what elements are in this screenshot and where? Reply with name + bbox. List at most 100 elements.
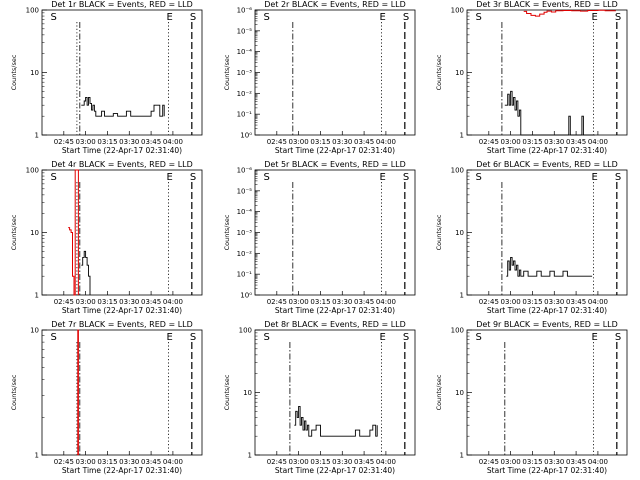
x-axis-label: Start Time (22-Apr-17 02:31:40)	[62, 306, 182, 315]
y-tick-label: 1	[35, 292, 39, 300]
y-tick-label: 10	[30, 229, 39, 237]
x-tick-label: 03:15	[97, 138, 117, 146]
x-tick-label: 03:30	[119, 458, 139, 466]
y-tick-label: 10	[30, 327, 39, 335]
panel-det-1: Det 1r BLACK = Events, RED = LLD 1 10 100 Co…	[10, 0, 203, 155]
x-tick-label: 04:00	[376, 138, 396, 146]
y-tick-label: 10⁻³	[237, 229, 253, 237]
y-tick-label: 100	[239, 327, 252, 335]
y-tick-label: 1	[460, 452, 464, 460]
plot-frame	[41, 329, 203, 456]
events-series	[506, 256, 593, 277]
x-tick-label: 03:30	[544, 138, 564, 146]
x-tick-label: 03:00	[289, 138, 309, 146]
panel-det-4: Det 4r BLACK = Events, RED = LLD 1 10 100 Co…	[10, 160, 203, 315]
y-axis-label: Counts/sec	[435, 374, 443, 410]
y-tick-label: 100	[451, 167, 464, 175]
x-tick-label: 03:30	[544, 458, 564, 466]
y-axis-label: Counts/sec	[435, 214, 443, 250]
lld-series	[77, 329, 79, 456]
panel-title: Det 2r BLACK = Events, RED = LLD	[264, 0, 406, 9]
start-marker: S	[476, 12, 482, 23]
end-marker: E	[167, 332, 173, 343]
plot-frame	[41, 169, 203, 296]
y-tick-label: 10⁻⁴	[237, 208, 253, 216]
events-series	[504, 90, 595, 136]
start-marker: S	[476, 172, 482, 183]
x-tick-label: 03:00	[501, 458, 521, 466]
start-marker: S	[476, 332, 482, 343]
x-tick-label: 02:45	[479, 458, 499, 466]
panel-title: Det 5r BLACK = Events, RED = LLD	[264, 160, 406, 169]
start-marker: S	[615, 332, 621, 343]
y-axis-label: Counts/sec	[223, 54, 231, 90]
x-tick-label: 03:00	[289, 298, 309, 306]
x-tick-label: 03:30	[332, 298, 352, 306]
y-tick-label: 1	[460, 292, 464, 300]
x-tick-label: 03:45	[566, 138, 586, 146]
y-tick-label: 10	[30, 69, 39, 77]
start-marker: S	[264, 12, 270, 23]
y-tick-label: 100	[26, 167, 39, 175]
y-tick-label: 10⁻³	[237, 69, 253, 77]
x-axis-label: Start Time (22-Apr-17 02:31:40)	[275, 466, 395, 475]
y-tick-label: 10⁻⁶	[237, 7, 253, 15]
plot-frame	[466, 329, 628, 456]
y-tick-label: 100	[451, 7, 464, 15]
x-tick-label: 02:45	[54, 138, 74, 146]
x-tick-label: 03:45	[354, 138, 374, 146]
panel-det-2: Det 2r BLACK = Events, RED = LLD 10⁰ 10⁻¹ 1…	[223, 0, 416, 155]
start-marker: S	[403, 172, 409, 183]
x-tick-label: 03:45	[141, 138, 161, 146]
x-tick-label: 03:45	[566, 298, 586, 306]
y-tick-label: 10⁻⁴	[237, 48, 253, 56]
lld-series	[68, 169, 79, 296]
x-tick-label: 03:30	[332, 458, 352, 466]
plot-frame	[254, 169, 416, 296]
y-tick-label: 10	[455, 69, 464, 77]
x-tick-label: 02:45	[479, 298, 499, 306]
x-tick-label: 03:15	[310, 298, 330, 306]
x-axis-label: Start Time (22-Apr-17 02:31:40)	[487, 466, 607, 475]
panel-title: Det 9r BLACK = Events, RED = LLD	[476, 320, 618, 329]
end-marker: E	[167, 12, 173, 23]
events-series	[294, 405, 378, 437]
y-tick-label: 10⁻²	[237, 90, 253, 98]
x-tick-label: 04:00	[588, 458, 608, 466]
panel-det-9: Det 9r BLACK = Events, RED = LLD 1 10 100 Co…	[435, 320, 628, 475]
x-tick-label: 03:00	[501, 138, 521, 146]
plot-frame	[254, 9, 416, 136]
panel-title: Det 8r BLACK = Events, RED = LLD	[264, 320, 406, 329]
x-tick-label: 03:15	[522, 458, 542, 466]
x-tick-label: 03:00	[76, 458, 96, 466]
y-tick-label: 10⁻⁵	[237, 27, 253, 35]
x-tick-label: 03:30	[119, 298, 139, 306]
x-tick-label: 03:30	[332, 138, 352, 146]
plot-frame	[466, 9, 628, 136]
x-axis-label: Start Time (22-Apr-17 02:31:40)	[62, 466, 182, 475]
lld-series	[523, 9, 616, 17]
x-tick-label: 03:00	[501, 298, 521, 306]
end-marker: E	[592, 332, 598, 343]
x-tick-label: 03:00	[76, 298, 96, 306]
x-tick-label: 04:00	[163, 138, 183, 146]
panel-title: Det 7r BLACK = Events, RED = LLD	[51, 320, 193, 329]
y-axis-label: Counts/sec	[435, 54, 443, 90]
x-axis-label: Start Time (22-Apr-17 02:31:40)	[487, 146, 607, 155]
start-marker: S	[403, 332, 409, 343]
x-axis-label: Start Time (22-Apr-17 02:31:40)	[487, 306, 607, 315]
x-tick-label: 03:15	[310, 138, 330, 146]
x-tick-label: 03:30	[544, 298, 564, 306]
x-axis-label: Start Time (22-Apr-17 02:31:40)	[275, 146, 395, 155]
start-marker: S	[51, 12, 57, 23]
panel-det-3: Det 3r BLACK = Events, RED = LLD 1 10 100 Co…	[435, 0, 628, 155]
x-tick-label: 04:00	[376, 298, 396, 306]
y-axis-label: Counts/sec	[223, 214, 231, 250]
end-marker: E	[380, 172, 386, 183]
y-tick-label: 100	[451, 327, 464, 335]
end-marker: E	[380, 12, 386, 23]
end-marker: E	[592, 172, 598, 183]
x-tick-label: 03:00	[76, 138, 96, 146]
start-marker: S	[190, 172, 196, 183]
